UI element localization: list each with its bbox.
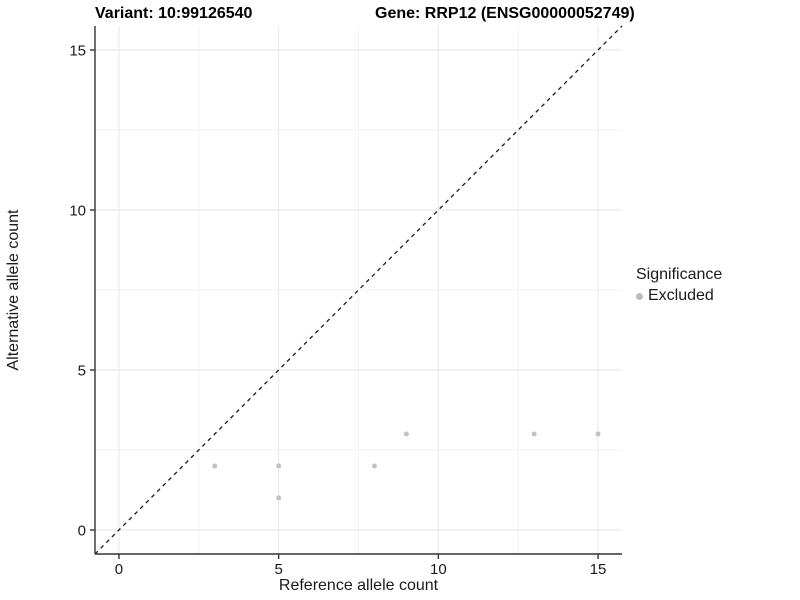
y-tick-label: 15 bbox=[69, 43, 86, 60]
y-tick-label: 0 bbox=[78, 523, 86, 540]
x-tick-label: 15 bbox=[590, 561, 607, 578]
y-tick-label: 10 bbox=[69, 203, 86, 220]
variant-title: Variant: 10:99126540 bbox=[95, 5, 253, 22]
legend-point-icon bbox=[636, 292, 643, 300]
y-tick-label: 5 bbox=[78, 363, 86, 380]
x-axis-title: Reference allele count bbox=[278, 577, 439, 594]
data-point bbox=[276, 495, 282, 501]
x-tick-label: 10 bbox=[430, 561, 447, 578]
y-axis-title: Alternative allele count bbox=[5, 209, 22, 371]
data-point bbox=[595, 431, 601, 437]
x-tick-label: 5 bbox=[274, 561, 282, 578]
legend-title: Significance bbox=[636, 266, 723, 283]
data-point bbox=[531, 431, 537, 437]
x-tick-label: 0 bbox=[115, 561, 123, 578]
data-point bbox=[276, 463, 282, 469]
legend-item-excluded: Excluded bbox=[636, 287, 722, 305]
data-point bbox=[371, 463, 377, 469]
gene-title: Gene: RRP12 (ENSG00000052749) bbox=[375, 5, 635, 22]
data-point bbox=[403, 431, 409, 437]
legend: Significance Excluded bbox=[636, 266, 722, 305]
data-point bbox=[212, 463, 218, 469]
legend-item-label: Excluded bbox=[648, 287, 714, 304]
